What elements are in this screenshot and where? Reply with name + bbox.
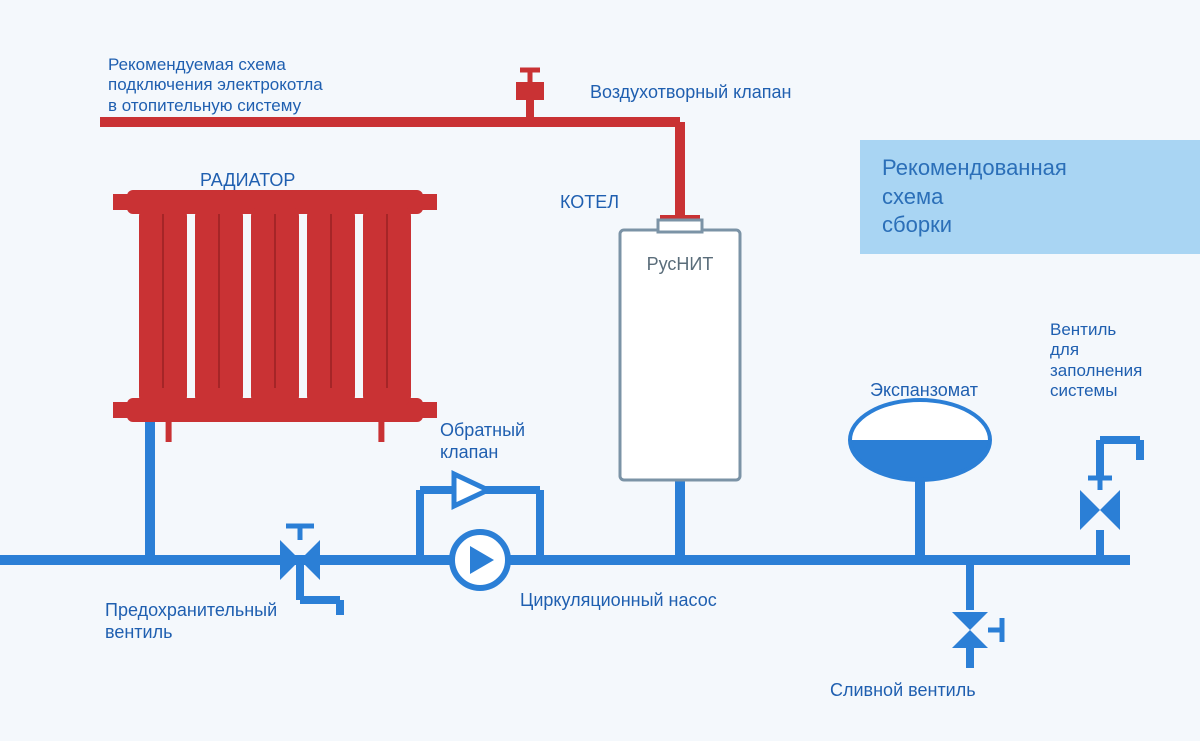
expansion-label: Экспанзомат (870, 380, 978, 402)
title-box: Рекомендованная схема сборки (860, 140, 1200, 254)
radiator-label: РАДИАТОР (200, 170, 295, 192)
pump-label: Циркуляционный насос (520, 590, 717, 612)
air-valve-label: Воздухотворный клапан (590, 82, 791, 104)
fill-valve-label: Вентиль для заполнения системы (1050, 320, 1142, 402)
drain-valve-label: Сливной вентиль (830, 680, 976, 702)
safety-valve-label: Предохранительный вентиль (105, 600, 277, 643)
scheme-note-label: Рекомендуемая схема подключения электрок… (108, 55, 323, 116)
svg-text:РусНИТ: РусНИТ (647, 254, 714, 274)
check-valve-label: Обратный клапан (440, 420, 525, 463)
boiler-label: КОТЕЛ (560, 192, 619, 214)
